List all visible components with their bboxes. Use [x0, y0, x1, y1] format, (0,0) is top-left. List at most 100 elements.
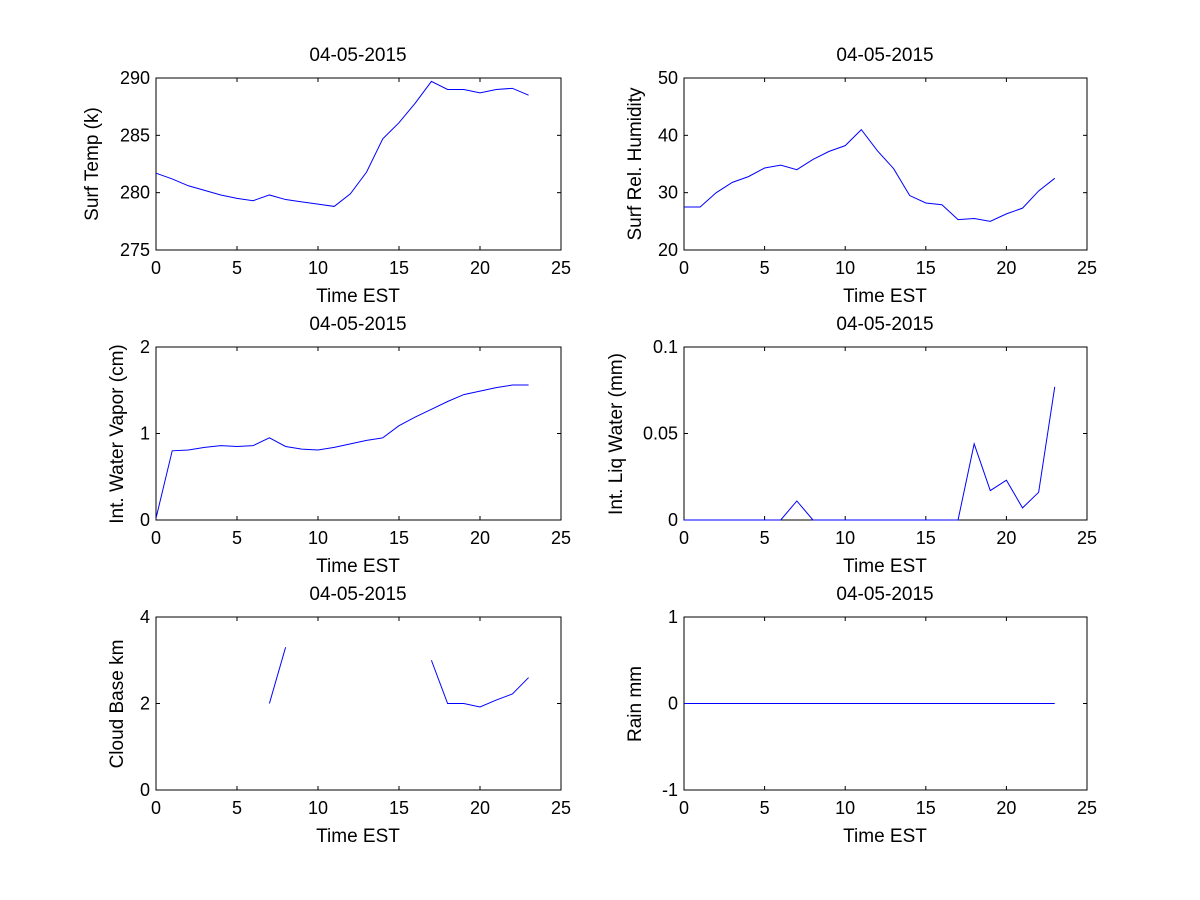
series-line — [430, 660, 529, 708]
y-axis-label: Cloud Base km — [107, 640, 128, 769]
x-tick-label: 5 — [232, 798, 242, 818]
y-tick-label: 2 — [140, 337, 150, 357]
x-tick-label: 15 — [916, 258, 936, 278]
series-lines — [684, 128, 1056, 222]
tick-marks — [683, 77, 1088, 251]
y-tick-label: 0 — [668, 694, 678, 714]
x-tick-labels: 0 5 10 15 20 25 — [679, 258, 1097, 278]
y-tick-label: 4 — [140, 607, 150, 627]
x-tick-label: 20 — [470, 798, 490, 818]
y-axis-label: Surf Rel. Humidity — [625, 87, 646, 241]
x-tick-label: 10 — [308, 798, 328, 818]
x-tick-label: 5 — [760, 528, 770, 548]
y-tick-label: -1 — [662, 780, 678, 800]
x-tick-labels: 0 5 10 15 20 25 — [679, 528, 1097, 548]
axes-box — [155, 77, 562, 251]
y-tick-label: 20 — [658, 240, 678, 260]
series-lines — [155, 80, 529, 207]
x-tick-labels: 0 5 10 15 20 25 — [151, 528, 571, 548]
x-tick-label: 5 — [760, 258, 770, 278]
y-axis-label: Int. Liq Water (mm) — [606, 353, 627, 515]
x-tick-label: 20 — [996, 258, 1016, 278]
x-tick-label: 25 — [551, 798, 571, 818]
y-tick-label: 290 — [120, 68, 150, 88]
y-tick-labels: 0 1 2 — [140, 337, 150, 530]
x-tick-label: 0 — [151, 798, 161, 818]
x-tick-label: 5 — [232, 528, 242, 548]
x-axis-label: Time EST — [316, 556, 400, 577]
x-axis-label: Time EST — [843, 286, 927, 307]
subplot-int-water-vapor: 0 5 10 15 20 25 0 1 2 04-05-2015 Time ES… — [107, 314, 571, 577]
y-tick-labels: -1 0 1 — [662, 607, 678, 800]
tick-marks — [155, 616, 562, 791]
x-axis-label: Time EST — [843, 826, 927, 847]
y-tick-label: 0 — [140, 510, 150, 530]
y-tick-label: 280 — [120, 183, 150, 203]
x-tick-label: 10 — [835, 528, 855, 548]
series-line — [684, 386, 1056, 521]
x-tick-label: 20 — [996, 798, 1016, 818]
y-tick-label: 30 — [658, 183, 678, 203]
y-tick-labels: 275 280 285 290 — [120, 68, 150, 260]
tick-marks — [155, 77, 562, 251]
series-lines — [684, 386, 1056, 521]
axes-box — [683, 346, 1088, 521]
x-tick-label: 10 — [835, 258, 855, 278]
subplot-surf-temp: 0 5 10 15 20 25 275 280 285 290 04-05-20… — [82, 45, 571, 307]
x-axis-label: Time EST — [316, 286, 400, 307]
series-line — [684, 128, 1056, 222]
series-line — [155, 384, 529, 519]
y-tick-label: 285 — [120, 125, 150, 145]
x-tick-label: 0 — [151, 258, 161, 278]
x-tick-label: 25 — [1077, 258, 1097, 278]
series-line — [268, 647, 287, 704]
x-tick-label: 10 — [308, 528, 328, 548]
y-tick-label: 0.1 — [653, 337, 678, 357]
chart-title: 04-05-2015 — [309, 314, 406, 335]
chart-title: 04-05-2015 — [836, 314, 933, 335]
x-tick-labels: 0 5 10 15 20 25 — [151, 258, 571, 278]
y-tick-label: 1 — [140, 424, 150, 444]
y-tick-label: 40 — [658, 125, 678, 145]
chart-title: 04-05-2015 — [836, 45, 933, 66]
series-lines — [155, 384, 529, 519]
x-tick-label: 20 — [470, 258, 490, 278]
y-tick-label: 1 — [668, 607, 678, 627]
axes-box — [683, 77, 1088, 251]
x-tick-labels: 0 5 10 15 20 25 — [679, 798, 1097, 818]
x-tick-label: 20 — [996, 528, 1016, 548]
x-axis-label: Time EST — [843, 556, 927, 577]
y-tick-labels: 20 30 40 50 — [658, 68, 678, 260]
x-axis-label: Time EST — [316, 826, 400, 847]
y-tick-label: 0 — [668, 510, 678, 530]
subplot-cloud-base: 0 5 10 15 20 25 0 2 4 04-05-2015 Time ES… — [107, 584, 571, 847]
x-tick-label: 15 — [389, 798, 409, 818]
x-tick-label: 15 — [916, 528, 936, 548]
subplot-int-liq-water: 0 5 10 15 20 25 0 0.05 0.1 04-05-2015 Ti… — [606, 314, 1097, 577]
chart-title: 04-05-2015 — [309, 45, 406, 66]
axes-box — [155, 616, 562, 791]
y-axis-label: Surf Temp (k) — [82, 107, 103, 221]
tick-marks — [683, 346, 1088, 521]
x-tick-label: 0 — [679, 258, 689, 278]
y-tick-label: 50 — [658, 68, 678, 88]
axes-box — [155, 346, 562, 521]
x-tick-label: 10 — [835, 798, 855, 818]
x-tick-label: 15 — [389, 528, 409, 548]
y-tick-label: 0 — [140, 780, 150, 800]
tick-marks — [155, 346, 562, 521]
x-tick-label: 0 — [679, 798, 689, 818]
y-tick-label: 2 — [140, 694, 150, 714]
y-tick-labels: 0 2 4 — [140, 607, 150, 800]
subplot-surf-rel-humidity: 0 5 10 15 20 25 20 30 40 50 04-05-2015 T… — [625, 45, 1097, 307]
x-tick-label: 25 — [551, 258, 571, 278]
series-line — [155, 80, 529, 207]
x-tick-label: 25 — [1077, 798, 1097, 818]
x-tick-label: 15 — [389, 258, 409, 278]
y-axis-label: Int. Water Vapor (cm) — [107, 344, 128, 523]
y-tick-labels: 0 0.05 0.1 — [643, 337, 678, 530]
x-tick-label: 10 — [308, 258, 328, 278]
x-tick-labels: 0 5 10 15 20 25 — [151, 798, 571, 818]
x-tick-label: 0 — [151, 528, 161, 548]
